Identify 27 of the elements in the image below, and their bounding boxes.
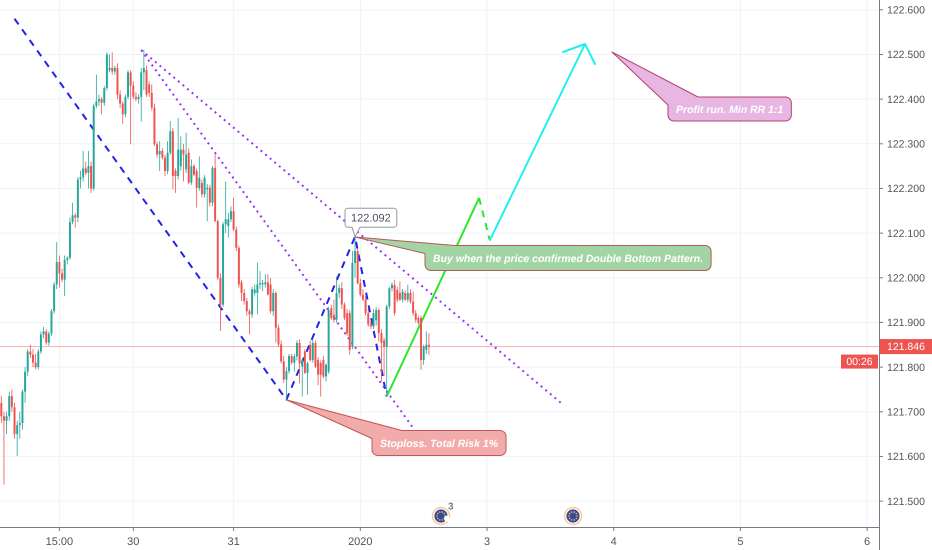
annotation: 00:26 xyxy=(846,356,873,368)
x-tick-label: 4 xyxy=(610,536,617,548)
annotation: 3 xyxy=(448,502,454,512)
y-tick-label: 121.500 xyxy=(887,496,926,508)
y-tick-label: 122.100 xyxy=(887,228,926,240)
x-tick-label: 15:00 xyxy=(46,536,74,548)
y-tick-label: 121.800 xyxy=(887,362,926,374)
annotation: Buy when the price confirmed Double Bottom Pattern. xyxy=(433,252,704,265)
x-tick-label: 31 xyxy=(227,536,240,548)
x-tick-label: 2020 xyxy=(348,536,373,548)
x-tick-label: 5 xyxy=(737,536,744,548)
y-tick-label: 122.400 xyxy=(887,94,926,106)
annotation: 122.092 xyxy=(351,212,391,225)
annotation: Profit run. Min RR 1:1 xyxy=(676,104,784,116)
y-tick-label: 122.300 xyxy=(887,138,926,150)
y-tick-label: 122.200 xyxy=(887,183,926,196)
y-tick-label: 121.600 xyxy=(887,451,926,464)
y-tick-label: 121.900 xyxy=(887,317,926,330)
x-tick-label: 3 xyxy=(484,536,490,548)
y-tick-label: 122.600 xyxy=(887,4,926,16)
y-tick-label: 122.000 xyxy=(887,272,926,284)
annotation: Stoploss. Total Risk 1% xyxy=(380,438,499,450)
ref-line-label: 121.846 xyxy=(887,341,926,354)
x-tick-label: 6 xyxy=(864,536,870,548)
y-tick-label: 122.500 xyxy=(887,49,926,62)
x-tick-label: 30 xyxy=(127,536,140,548)
y-tick-label: 121.700 xyxy=(887,406,926,418)
